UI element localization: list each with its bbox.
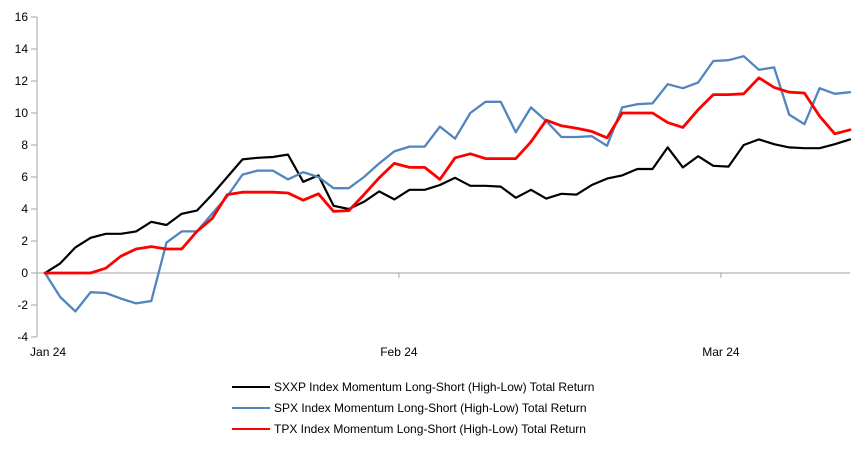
legend-item-sxxp: SXXP Index Momentum Long-Short (High-Low… [232, 376, 594, 397]
y-tick-label: 14 [15, 42, 29, 56]
legend-label-spx: SPX Index Momentum Long-Short (High-Low)… [274, 400, 587, 415]
series-line-sxxp [43, 138, 852, 275]
legend-label-sxxp: SXXP Index Momentum Long-Short (High-Low… [274, 379, 595, 394]
legend-swatch-spx [232, 406, 270, 409]
series-line-tpx [43, 76, 852, 275]
x-tick-label: Mar 24 [702, 345, 740, 359]
legend-item-spx: SPX Index Momentum Long-Short (High-Low)… [232, 397, 594, 418]
legend-label-tpx: TPX Index Momentum Long-Short (High-Low)… [274, 421, 586, 436]
chart-legend: SXXP Index Momentum Long-Short (High-Low… [232, 376, 594, 439]
series-line-spx [43, 55, 852, 313]
y-tick-label: 6 [21, 170, 28, 184]
y-tick-label: -4 [17, 330, 28, 344]
y-tick-label: 2 [21, 234, 28, 248]
x-tick-label: Feb 24 [380, 345, 418, 359]
legend-swatch-sxxp [232, 385, 270, 388]
legend-item-tpx: TPX Index Momentum Long-Short (High-Low)… [232, 418, 594, 439]
y-tick-label: 8 [21, 138, 28, 152]
y-tick-label: 0 [21, 266, 28, 280]
y-tick-label: 16 [15, 10, 29, 24]
legend-swatch-tpx [232, 427, 270, 430]
y-tick-label: 10 [15, 106, 29, 120]
y-tick-label: -2 [17, 298, 28, 312]
y-tick-label: 4 [21, 202, 28, 216]
y-tick-label: 12 [15, 74, 29, 88]
x-tick-label: Jan 24 [30, 345, 66, 359]
